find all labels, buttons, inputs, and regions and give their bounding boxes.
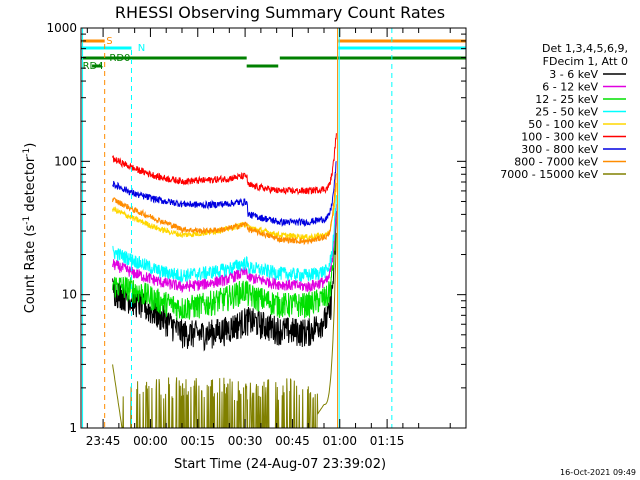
series-line-5: [112, 133, 337, 196]
y-tick-label: 100: [54, 154, 77, 168]
series-line-2: [112, 210, 337, 321]
series-line-3: [112, 195, 337, 283]
flag-s-label: S: [106, 36, 112, 47]
series-line-1: [112, 204, 337, 294]
legend-label: 25 - 50 keV: [535, 106, 598, 119]
plot-frame: [80, 27, 467, 429]
x-tick-label: 00:00: [133, 434, 168, 448]
timestamp: 16-Oct-2021 09:49: [560, 468, 636, 477]
series-line-7: [112, 173, 337, 246]
legend-label: 100 - 300 keV: [521, 131, 598, 144]
y-tick-label: 10: [62, 288, 77, 302]
x-tick-label: 23:45: [86, 434, 121, 448]
y-tick-label: 1000: [46, 21, 77, 35]
legend-header-line-2: FDecim 1, Att 0: [543, 55, 628, 68]
legend-label: 300 - 800 keV: [521, 143, 598, 156]
series-line-0: [112, 211, 337, 352]
series-line-6: [112, 161, 337, 228]
legend-header-line-1: Det 1,3,4,5,6,9,: [542, 42, 628, 55]
flag-rd4-label: RD4: [83, 61, 104, 72]
legend-label: 12 - 25 keV: [535, 93, 598, 106]
flag-bars: S N RD0 RD4: [81, 36, 466, 72]
y-axis: 1 10 100 1000: [46, 21, 466, 435]
x-tick-label: 00:15: [180, 434, 215, 448]
legend-label: 800 - 7000 keV: [514, 156, 598, 169]
x-tick-label: 01:15: [370, 434, 405, 448]
chart-title: RHESSI Observing Summary Count Rates: [115, 3, 445, 22]
flag-rd0-label: RD0: [109, 53, 130, 64]
marker-lines: [82, 28, 393, 428]
series-line-4: [112, 182, 337, 241]
x-tick-label: 01:00: [322, 434, 357, 448]
legend-label: 50 - 100 keV: [528, 118, 598, 131]
y-tick-label: 1: [69, 421, 77, 435]
x-axis: 23:45 00:00 00:15 00:30 00:45 01:00 01:15: [86, 28, 451, 448]
legend-label: 6 - 12 keV: [542, 81, 598, 94]
y-axis-label: Count Rate (s-1 detector-1): [22, 143, 38, 314]
legend-label: 3 - 6 keV: [549, 68, 598, 81]
x-tick-label: 00:30: [228, 434, 263, 448]
legend-label: 7000 - 15000 keV: [500, 168, 598, 181]
flag-n-label: N: [138, 43, 145, 54]
x-tick-label: 00:45: [275, 434, 310, 448]
x-axis-label: Start Time (24-Aug-07 23:39:02): [174, 457, 386, 472]
